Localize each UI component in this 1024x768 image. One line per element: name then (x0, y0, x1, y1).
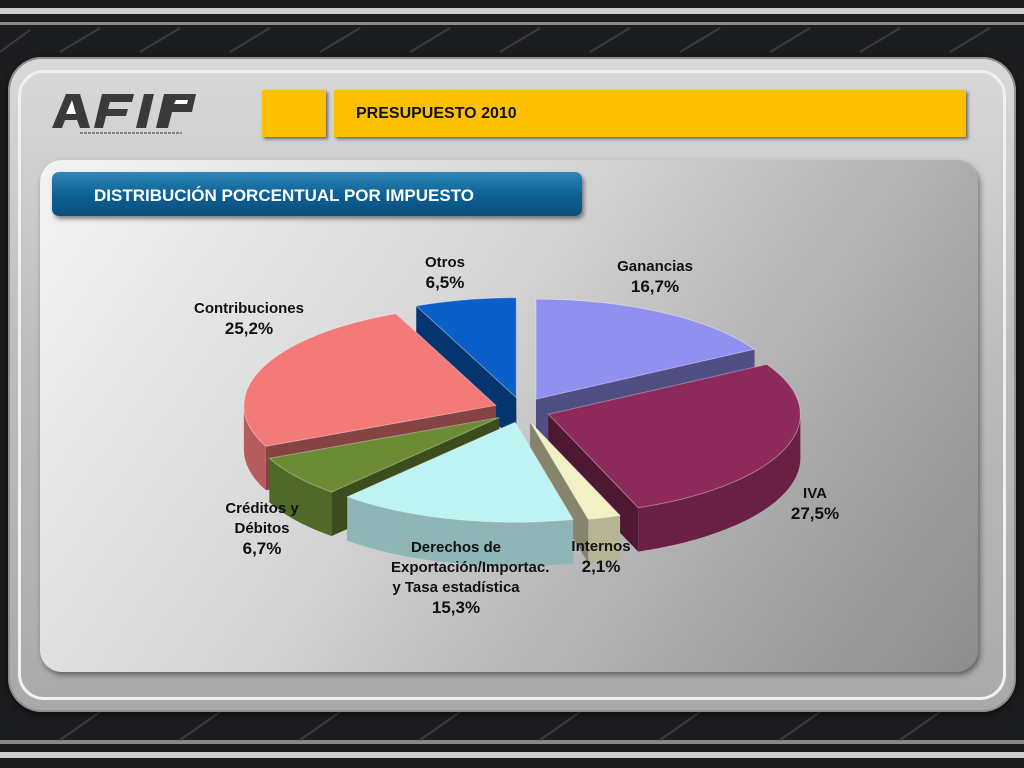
pie-slice (345, 421, 575, 567)
afip-logo (52, 94, 196, 134)
slice-value: 2,1% (581, 557, 621, 576)
slice-value: 25,2% (224, 319, 274, 338)
section-banner: DISTRIBUCIÓN PORCENTUAL POR IMPUESTO (52, 172, 582, 216)
slice-name: Derechos de Exportación/Importac. y Tasa… (391, 539, 550, 596)
slice-label-contribuciones: Contribuciones 25,2% (175, 299, 323, 339)
pie-slice (529, 421, 622, 564)
slice-label-ganancias: Ganancias 16,7% (595, 257, 715, 297)
slice-name: IVA (803, 485, 827, 502)
header-title-bar: PRESUPUESTO 2010 (334, 90, 966, 137)
slice-name: Internos (571, 538, 631, 555)
pie-slice (547, 363, 801, 552)
slice-value: 6,5% (425, 273, 465, 292)
slice-name: Otros (424, 254, 465, 271)
slice-label-internos: Internos 2,1% (560, 537, 642, 577)
slice-label-otros: Otros 6,5% (405, 253, 485, 293)
slice-value: 6,7% (242, 539, 282, 558)
slice-name: Contribuciones (193, 300, 304, 317)
slice-name: Ganancias (617, 258, 693, 275)
slice-label-derechos: Derechos de Exportación/Importac. y Tasa… (391, 538, 550, 618)
slice-value: 15,3% (431, 598, 481, 617)
header-accent-block (262, 90, 326, 137)
section-title: DISTRIBUCIÓN PORCENTUAL POR IMPUESTO (94, 186, 475, 205)
page-title: PRESUPUESTO 2010 (356, 105, 517, 122)
slice-label-creditos: Créditos y Débitos 6,7% (212, 499, 312, 559)
slice-name: Créditos y Débitos (225, 500, 299, 537)
slice-value: 27,5% (790, 504, 840, 523)
slice-label-iva: IVA 27,5% (768, 484, 862, 524)
slide-frame-inner-border (18, 70, 1006, 700)
slice-value: 16,7% (630, 277, 680, 296)
